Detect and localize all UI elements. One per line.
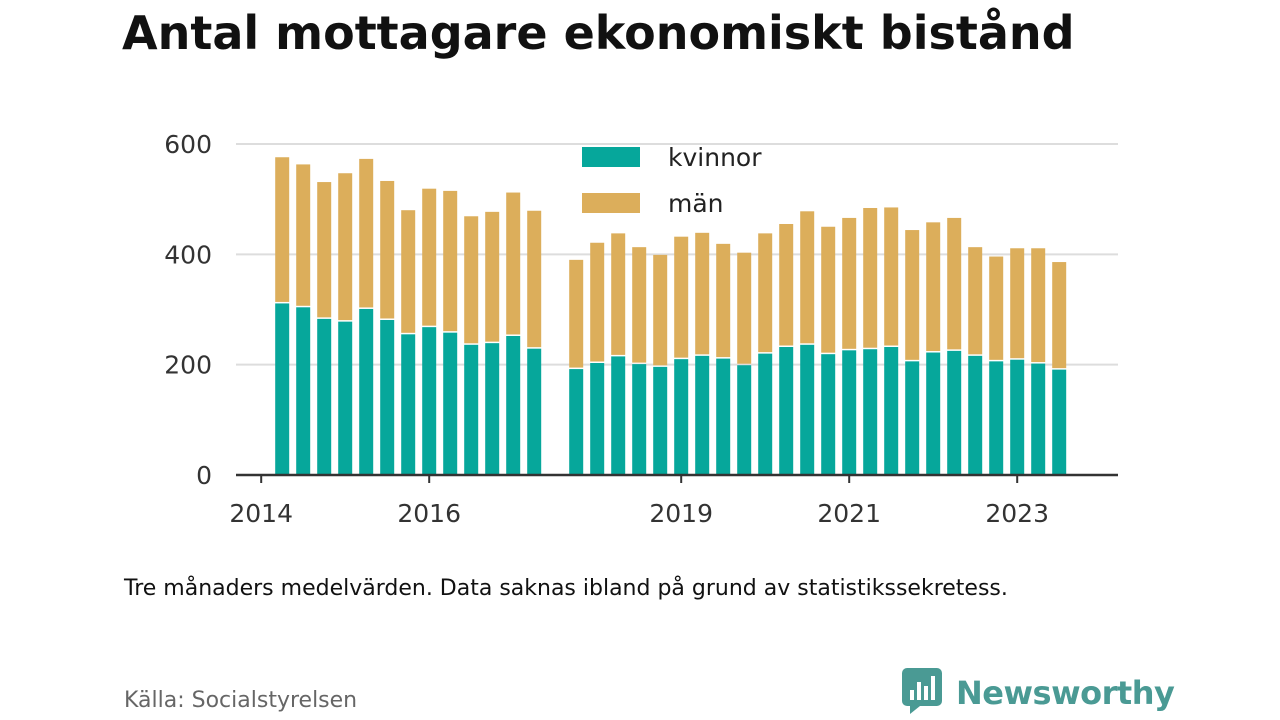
bar-kvinnor — [842, 350, 857, 475]
bar-man — [317, 182, 332, 318]
bar-kvinnor — [905, 361, 920, 475]
bar-kvinnor — [590, 363, 605, 475]
bar-kvinnor — [317, 318, 332, 475]
bar-kvinnor — [443, 332, 458, 475]
bar-kvinnor — [800, 344, 815, 475]
chart-title: Antal mottagare ekonomiskt bistånd — [122, 6, 1075, 60]
bar-man — [653, 254, 668, 366]
bar-kvinnor — [632, 364, 647, 475]
bar-man — [1010, 248, 1025, 359]
bar-kvinnor — [989, 361, 1004, 475]
bar-kvinnor — [926, 352, 941, 475]
chart-note: Tre månaders medelvärden. Data saknas ib… — [124, 576, 1008, 601]
bar-man — [989, 256, 1004, 360]
brand-logo[interactable]: Newsworthy — [902, 668, 1175, 718]
bar-kvinnor — [968, 355, 983, 475]
bar-man — [527, 210, 542, 348]
bar-kvinnor — [758, 353, 773, 475]
bar-kvinnor — [716, 358, 731, 475]
y-tick-label: 400 — [164, 240, 212, 269]
bar-man — [695, 232, 710, 355]
bar-man — [716, 243, 731, 358]
legend: kvinnor män — [582, 143, 762, 218]
bar-man — [884, 207, 899, 346]
legend-label-kvinnor: kvinnor — [668, 143, 762, 172]
bar-man — [296, 164, 311, 306]
bar-kvinnor — [737, 365, 752, 475]
y-tick-label: 600 — [164, 130, 212, 159]
legend-swatch-kvinnor — [582, 147, 640, 167]
bar-man — [506, 192, 521, 335]
bar-man — [464, 216, 479, 344]
bar-man — [947, 217, 962, 350]
bar-man — [401, 210, 416, 333]
bar-man — [863, 207, 878, 348]
bar-man — [275, 157, 290, 302]
bar-kvinnor — [611, 356, 626, 475]
bar-kvinnor — [1031, 363, 1046, 475]
bar-kvinnor — [422, 327, 437, 475]
x-axis: 2014 2016 2019 2021 2023 — [229, 473, 1118, 528]
bar-kvinnor — [863, 349, 878, 475]
bar-man — [422, 188, 437, 326]
bar-man — [1052, 262, 1067, 369]
bars — [275, 157, 1067, 475]
bar-man — [674, 236, 689, 358]
y-tick-label: 0 — [196, 461, 212, 490]
bar-man — [380, 180, 395, 319]
y-tick-label: 200 — [164, 351, 212, 380]
x-tick-label: 2016 — [397, 499, 461, 528]
bar-man — [842, 217, 857, 349]
bar-man — [968, 247, 983, 355]
bar-kvinnor — [275, 303, 290, 475]
bar-man — [338, 173, 353, 321]
bar-man — [737, 252, 752, 364]
bar-man — [905, 230, 920, 360]
legend-swatch-man — [582, 193, 640, 213]
x-tick-label: 2014 — [229, 499, 293, 528]
bar-kvinnor — [485, 343, 500, 475]
bar-kvinnor — [947, 350, 962, 475]
x-tick-label: 2021 — [817, 499, 881, 528]
bar-kvinnor — [569, 369, 584, 475]
bar-kvinnor — [506, 335, 521, 475]
bar-kvinnor — [296, 307, 311, 475]
bar-kvinnor — [674, 359, 689, 475]
x-tick-label: 2019 — [649, 499, 713, 528]
bar-kvinnor — [1010, 359, 1025, 475]
bar-kvinnor — [653, 366, 668, 475]
bar-kvinnor — [695, 355, 710, 475]
source-label: Källa: Socialstyrelsen — [124, 688, 358, 713]
bar-man — [800, 211, 815, 344]
brand-name: Newsworthy — [956, 674, 1175, 712]
bar-man — [485, 211, 500, 342]
y-axis: 0 200 400 600 — [164, 130, 212, 490]
bar-kvinnor — [338, 321, 353, 475]
bar-man — [569, 259, 584, 368]
bar-kvinnor — [359, 308, 374, 475]
bar-kvinnor — [1052, 369, 1067, 475]
bar-kvinnor — [401, 334, 416, 475]
bar-kvinnor — [380, 319, 395, 475]
bar-man — [632, 247, 647, 363]
bar-man — [758, 233, 773, 353]
bar-kvinnor — [464, 344, 479, 475]
bar-kvinnor — [884, 347, 899, 475]
bar-kvinnor — [779, 347, 794, 475]
bar-man — [926, 222, 941, 352]
newsworthy-logo-icon — [902, 668, 942, 718]
bar-man — [821, 226, 836, 353]
bar-man — [1031, 248, 1046, 363]
bar-kvinnor — [821, 354, 836, 475]
bar-man — [590, 242, 605, 362]
legend-label-man: män — [668, 189, 724, 218]
stacked-bar-chart: 0 200 400 600 2014 2016 2019 2021 2023 kvinnor … — [164, 130, 1118, 528]
bar-kvinnor — [527, 348, 542, 475]
bar-man — [611, 233, 626, 355]
x-tick-label: 2023 — [985, 499, 1049, 528]
bar-man — [443, 190, 458, 332]
bar-man — [359, 158, 374, 308]
bar-man — [779, 223, 794, 346]
